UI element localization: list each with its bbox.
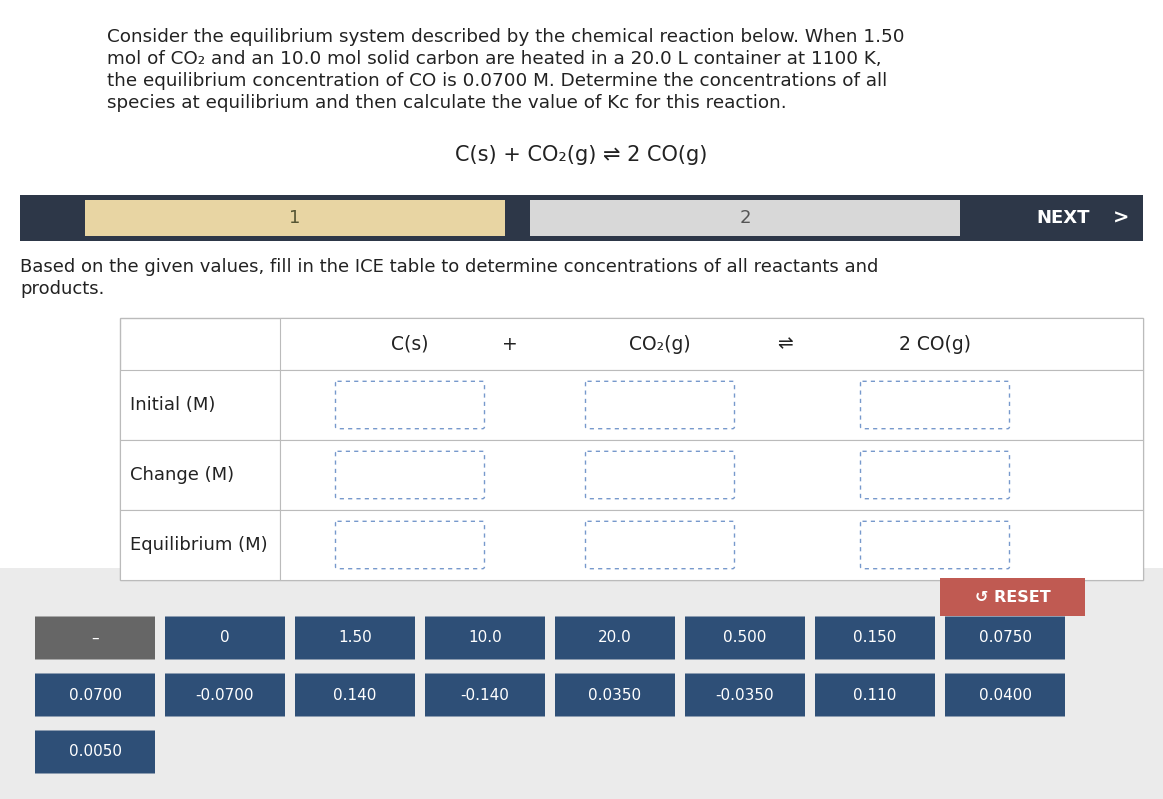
FancyBboxPatch shape	[685, 674, 805, 717]
Text: 20.0: 20.0	[598, 630, 632, 646]
Bar	[280, 318, 1143, 370]
Text: -0.140: -0.140	[461, 687, 509, 702]
Text: mol of CO₂ and an 10.0 mol solid carbon are heated in a 20.0 L container at 1100: mol of CO₂ and an 10.0 mol solid carbon …	[107, 50, 882, 68]
Text: products.: products.	[20, 280, 105, 298]
FancyBboxPatch shape	[335, 521, 485, 569]
Bar	[120, 370, 280, 440]
FancyBboxPatch shape	[335, 451, 485, 499]
Text: 1.50: 1.50	[338, 630, 372, 646]
Text: ↺ RESET: ↺ RESET	[975, 590, 1050, 605]
Text: 0: 0	[220, 630, 230, 646]
FancyBboxPatch shape	[685, 617, 805, 659]
FancyBboxPatch shape	[946, 674, 1065, 717]
Text: 0.140: 0.140	[334, 687, 377, 702]
FancyBboxPatch shape	[295, 617, 415, 659]
Text: 0.150: 0.150	[854, 630, 897, 646]
Text: Equilibrium (M): Equilibrium (M)	[130, 536, 267, 554]
Text: ⇌: ⇌	[777, 335, 793, 353]
Bar	[120, 510, 280, 580]
Text: 0.0050: 0.0050	[69, 745, 121, 760]
FancyBboxPatch shape	[85, 200, 505, 236]
Bar	[280, 370, 1143, 440]
Text: >: >	[1113, 209, 1129, 228]
Text: species at equilibrium and then calculate the value of Kc for this reaction.: species at equilibrium and then calculat…	[107, 94, 786, 112]
Text: Based on the given values, fill in the ICE table to determine concentrations of : Based on the given values, fill in the I…	[20, 258, 878, 276]
Text: Consider the equilibrium system described by the chemical reaction below. When 1: Consider the equilibrium system describe…	[107, 28, 905, 46]
FancyBboxPatch shape	[946, 617, 1065, 659]
Text: the equilibrium concentration of CO is 0.0700 M. Determine the concentrations of: the equilibrium concentration of CO is 0…	[107, 72, 887, 90]
FancyBboxPatch shape	[424, 674, 545, 717]
FancyBboxPatch shape	[585, 521, 735, 569]
Text: 0.0700: 0.0700	[69, 687, 121, 702]
Text: 10.0: 10.0	[469, 630, 502, 646]
Bar	[280, 440, 1143, 510]
Text: -0.0350: -0.0350	[715, 687, 775, 702]
FancyBboxPatch shape	[585, 381, 735, 429]
Bar	[120, 318, 1143, 580]
Text: 1: 1	[290, 209, 301, 227]
Text: Initial (M): Initial (M)	[130, 396, 215, 414]
Text: NEXT: NEXT	[1036, 209, 1090, 227]
Text: CO₂(g): CO₂(g)	[629, 335, 691, 353]
FancyBboxPatch shape	[424, 617, 545, 659]
FancyBboxPatch shape	[335, 381, 485, 429]
Text: +: +	[502, 335, 518, 353]
FancyBboxPatch shape	[815, 617, 935, 659]
Text: 0.110: 0.110	[854, 687, 897, 702]
FancyBboxPatch shape	[35, 617, 155, 659]
FancyBboxPatch shape	[585, 451, 735, 499]
Text: 2 CO(g): 2 CO(g)	[899, 335, 971, 353]
FancyBboxPatch shape	[530, 200, 959, 236]
Text: C(s): C(s)	[391, 335, 429, 353]
Text: 0.500: 0.500	[723, 630, 766, 646]
Text: C(s) + CO₂(g) ⇌ 2 CO(g): C(s) + CO₂(g) ⇌ 2 CO(g)	[455, 145, 707, 165]
FancyBboxPatch shape	[35, 730, 155, 773]
Text: -0.0700: -0.0700	[195, 687, 255, 702]
Text: 0.0350: 0.0350	[588, 687, 642, 702]
FancyBboxPatch shape	[555, 674, 675, 717]
FancyBboxPatch shape	[165, 674, 285, 717]
Text: Change (M): Change (M)	[130, 466, 234, 484]
Text: 0.0750: 0.0750	[978, 630, 1032, 646]
FancyBboxPatch shape	[35, 674, 155, 717]
FancyBboxPatch shape	[861, 521, 1009, 569]
FancyBboxPatch shape	[940, 578, 1085, 616]
FancyBboxPatch shape	[165, 617, 285, 659]
FancyBboxPatch shape	[815, 674, 935, 717]
Text: 0.0400: 0.0400	[978, 687, 1032, 702]
FancyBboxPatch shape	[20, 195, 1143, 241]
FancyBboxPatch shape	[861, 381, 1009, 429]
FancyBboxPatch shape	[555, 617, 675, 659]
FancyBboxPatch shape	[861, 451, 1009, 499]
Bar	[280, 510, 1143, 580]
Text: –: –	[91, 630, 99, 646]
FancyBboxPatch shape	[295, 674, 415, 717]
Bar	[0, 568, 1163, 799]
Bar	[120, 440, 280, 510]
Text: 2: 2	[740, 209, 751, 227]
